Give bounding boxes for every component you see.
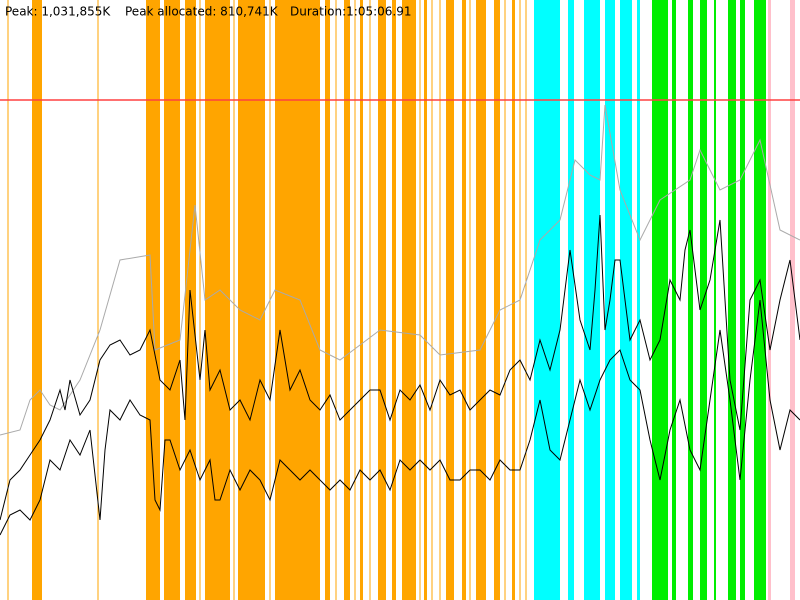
allocated-memory-line (0, 299, 800, 536)
peak-allocated-label: Peak allocated: 810,741K (125, 5, 279, 19)
duration-label: Duration:1:05:06.91 (290, 5, 412, 19)
used-memory-line (0, 214, 800, 521)
pink-event-bars (768, 0, 795, 600)
peak-label: Peak: 1,031,855K (5, 5, 111, 19)
heap-size-line (0, 104, 800, 436)
cyan-event-bars (534, 0, 640, 600)
